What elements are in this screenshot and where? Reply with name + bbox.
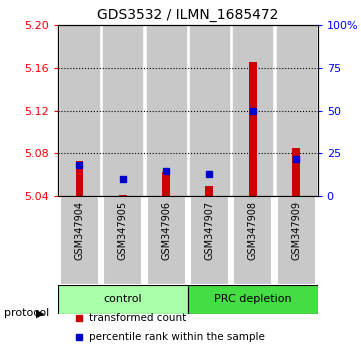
- Bar: [58, 285, 188, 314]
- Bar: [277, 196, 316, 285]
- Text: GSM347907: GSM347907: [204, 201, 214, 260]
- Bar: [162, 172, 170, 196]
- Bar: [188, 285, 318, 314]
- Text: ▶: ▶: [36, 308, 45, 318]
- Text: control: control: [104, 294, 142, 304]
- Bar: [103, 196, 142, 285]
- Text: protocol: protocol: [4, 308, 49, 318]
- Bar: [147, 25, 186, 196]
- Bar: [277, 25, 316, 196]
- Bar: [147, 196, 186, 285]
- Text: transformed count: transformed count: [89, 313, 186, 324]
- Bar: [292, 148, 300, 196]
- Bar: [205, 185, 213, 196]
- Text: GSM347905: GSM347905: [118, 201, 128, 260]
- Title: GDS3532 / ILMN_1685472: GDS3532 / ILMN_1685472: [97, 8, 278, 22]
- Bar: [103, 25, 142, 196]
- Text: GSM347909: GSM347909: [291, 201, 301, 260]
- Bar: [119, 195, 127, 196]
- Text: percentile rank within the sample: percentile rank within the sample: [89, 332, 265, 343]
- Bar: [60, 196, 99, 285]
- Text: GSM347906: GSM347906: [161, 201, 171, 260]
- Text: PRC depletion: PRC depletion: [214, 294, 292, 304]
- Text: GSM347904: GSM347904: [74, 201, 84, 260]
- Bar: [233, 196, 272, 285]
- Bar: [75, 161, 83, 196]
- Bar: [190, 196, 229, 285]
- Bar: [249, 62, 257, 196]
- Bar: [190, 25, 229, 196]
- Bar: [60, 25, 99, 196]
- Text: GSM347908: GSM347908: [248, 201, 258, 260]
- Bar: [233, 25, 272, 196]
